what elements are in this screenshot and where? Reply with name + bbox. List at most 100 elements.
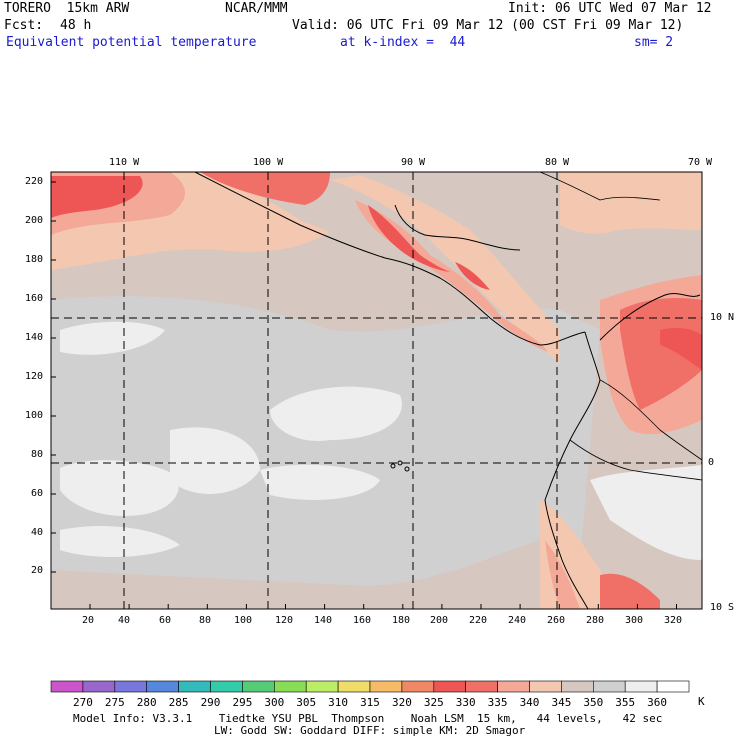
warm-nw-330 [51, 176, 143, 218]
lat-label-0: 0 [708, 457, 715, 468]
lon-label-110w: 110 W [109, 157, 140, 168]
x-tick: 80 [199, 615, 212, 626]
smoothing-info: sm= 2 [634, 35, 674, 50]
y-tick: 180 [25, 254, 44, 265]
lon-label-70w: 70 W [688, 157, 713, 168]
white-sa-inland [590, 465, 702, 560]
colorbar-label: 290 [200, 696, 221, 709]
x-tick: 40 [118, 615, 131, 626]
x-tick: 240 [508, 615, 527, 626]
colorbar-label: 310 [328, 696, 349, 709]
field-name: Equivalent potential temperature [6, 35, 257, 50]
x-tick: 140 [314, 615, 333, 626]
x-tick: 200 [430, 615, 449, 626]
colorbar-swatch [146, 680, 179, 693]
colorbar-label: 340 [519, 696, 540, 709]
y-tick: 200 [25, 215, 44, 226]
x-tick: 100 [234, 615, 253, 626]
white-patch-6 [60, 525, 180, 557]
field-350-region [51, 296, 600, 609]
border-ecuador [569, 439, 702, 481]
x-tick: 280 [586, 615, 605, 626]
colorbar-swatch [592, 680, 626, 693]
x-tick: 220 [469, 615, 488, 626]
x-tick: 60 [159, 615, 172, 626]
colorbar-swatch [242, 680, 275, 693]
colorbar-label: 270 [72, 696, 93, 709]
galapagos-3 [404, 466, 410, 472]
colorbar-swatch [433, 680, 466, 693]
colorbar-label: 305 [296, 696, 317, 709]
warm-carib-340 [560, 172, 702, 234]
colorbar-swatch [114, 680, 148, 693]
colorbar-swatch [497, 680, 530, 693]
colorbar-label: 335 [487, 696, 508, 709]
map-field [51, 172, 702, 609]
coast-sa-west [544, 331, 601, 609]
colorbar-swatch [656, 680, 690, 693]
coast-carib-sa [599, 293, 701, 341]
colorbar-swatch [178, 680, 211, 693]
colorbar-label: 345 [551, 696, 572, 709]
y-tick: 100 [25, 410, 44, 421]
colorbar-swatch [82, 680, 116, 693]
colorbar-label: 350 [583, 696, 604, 709]
forecast-hour: 48 h [60, 18, 92, 33]
y-tick: 60 [31, 488, 44, 499]
x-tick: 160 [353, 615, 372, 626]
white-patch-4 [170, 427, 260, 494]
colorbar-label: 275 [104, 696, 125, 709]
x-tick: 180 [392, 615, 411, 626]
border-colombia [599, 379, 702, 461]
white-patch-2 [270, 386, 402, 441]
colorbar-swatch [401, 680, 435, 693]
colorbar-label: 325 [423, 696, 444, 709]
y-tick: 220 [25, 176, 44, 187]
y-tick: 80 [31, 449, 44, 460]
axis-ticks [51, 181, 677, 609]
colorbar-swatch [529, 680, 562, 693]
x-tick: 300 [625, 615, 644, 626]
center-name: NCAR/MMM [225, 1, 288, 16]
level-info: at k-index = 44 [340, 35, 466, 50]
map-frame [50, 171, 703, 610]
colorbar-unit: K [698, 695, 705, 708]
colorbar-swatch [50, 680, 84, 693]
warm-peru-335 [545, 540, 580, 609]
init-time: Init: 06 UTC Wed 07 Mar 12 [508, 1, 712, 16]
coast-gulf [394, 204, 521, 251]
colorbar-label: 285 [168, 696, 189, 709]
model-name: TORERO 15km ARW [4, 1, 130, 16]
warm-mexico-330 [200, 172, 330, 205]
white-patch-3 [60, 460, 179, 516]
white-patch-1 [60, 321, 165, 355]
colorbar-label: 315 [360, 696, 380, 709]
y-tick: 140 [25, 332, 44, 343]
colorbar-swatch [337, 680, 371, 693]
white-patch-5 [260, 464, 380, 500]
warm-peru-340 [540, 500, 660, 609]
colorbar-label: 355 [615, 696, 636, 709]
colorbar-swatch [465, 680, 498, 693]
y-tick: 120 [25, 371, 44, 382]
colorbar-label: 320 [391, 696, 412, 709]
x-tick: 120 [275, 615, 294, 626]
x-tick: 320 [664, 615, 683, 626]
warm-ca-330 [368, 205, 450, 272]
warm-sa-325 [660, 327, 702, 370]
physics-info: LW: Godd SW: Goddard DIFF: simple KM: 2D… [214, 724, 526, 737]
colorbar-label: 360 [647, 696, 668, 709]
colorbar-swatch [369, 680, 403, 693]
forecast-label: Fcst: [4, 18, 44, 33]
y-tick: 40 [31, 527, 44, 538]
valid-time: Valid: 06 UTC Fri 09 Mar 12 (00 CST Fri … [292, 18, 684, 33]
colorbar-label: 330 [455, 696, 476, 709]
x-tick: 20 [82, 615, 95, 626]
galapagos-1 [390, 463, 396, 469]
colorbar-swatch [624, 680, 658, 693]
colorbar-swatch [561, 680, 594, 693]
colorbar-swatch [273, 680, 307, 693]
graticule [51, 172, 702, 609]
y-tick: 20 [31, 565, 44, 576]
